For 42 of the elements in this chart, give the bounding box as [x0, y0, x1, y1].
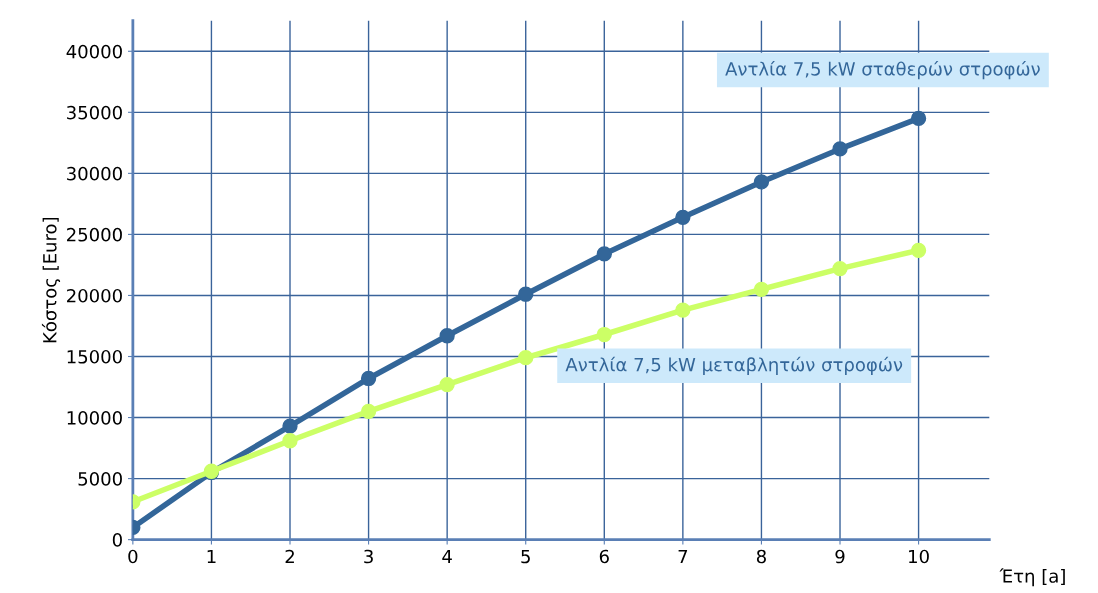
point	[360, 370, 377, 387]
x-tick-label: 7	[678, 549, 688, 564]
x-tick-label: 5	[521, 549, 530, 564]
point	[360, 403, 377, 420]
x-tick-label: 4	[442, 549, 452, 564]
point	[518, 286, 534, 302]
point	[832, 260, 848, 277]
point	[675, 209, 691, 225]
x-tick-label: 8	[756, 549, 766, 564]
x-tick-label: 3	[364, 549, 373, 564]
y-tick-label: 40000	[66, 44, 122, 59]
point	[753, 174, 770, 190]
point	[910, 242, 927, 258]
point	[282, 433, 298, 449]
y-axis-title: Κόστος [Euro]	[41, 217, 61, 343]
x-tick-label: 10	[909, 549, 929, 564]
x-tick-label: 1	[207, 549, 216, 564]
y-tick-label: 35000	[67, 105, 122, 120]
point	[282, 418, 298, 434]
point	[518, 350, 534, 366]
x-tick-label: 0	[128, 549, 138, 564]
x-axis-title: Έτη [a]	[999, 568, 1065, 587]
y-tick-label: 25000	[67, 227, 122, 242]
point	[439, 376, 455, 393]
point	[675, 302, 691, 318]
point	[596, 326, 612, 343]
text: Αντλία 7,5 kW σταθερών στροφών	[725, 60, 1040, 80]
x-tick-label: 6	[599, 549, 609, 564]
point	[596, 246, 612, 262]
point	[910, 110, 927, 127]
x-tick-label: 2	[285, 549, 294, 564]
y-tick-label: 5000	[78, 472, 122, 486]
y-tick-label: 30000	[67, 166, 122, 181]
point	[832, 141, 848, 157]
y-tick-label: 15000	[67, 349, 122, 364]
point	[439, 328, 455, 344]
y-tick-label: 0	[112, 533, 122, 547]
point	[753, 281, 770, 297]
y-tick-label: 20000	[67, 288, 122, 303]
y-tick-label: 10000	[67, 411, 122, 425]
series-label: Αντλία 7,5 kW μεταβλητών στροφών	[565, 356, 903, 375]
x-tick-label: 9	[835, 549, 845, 564]
